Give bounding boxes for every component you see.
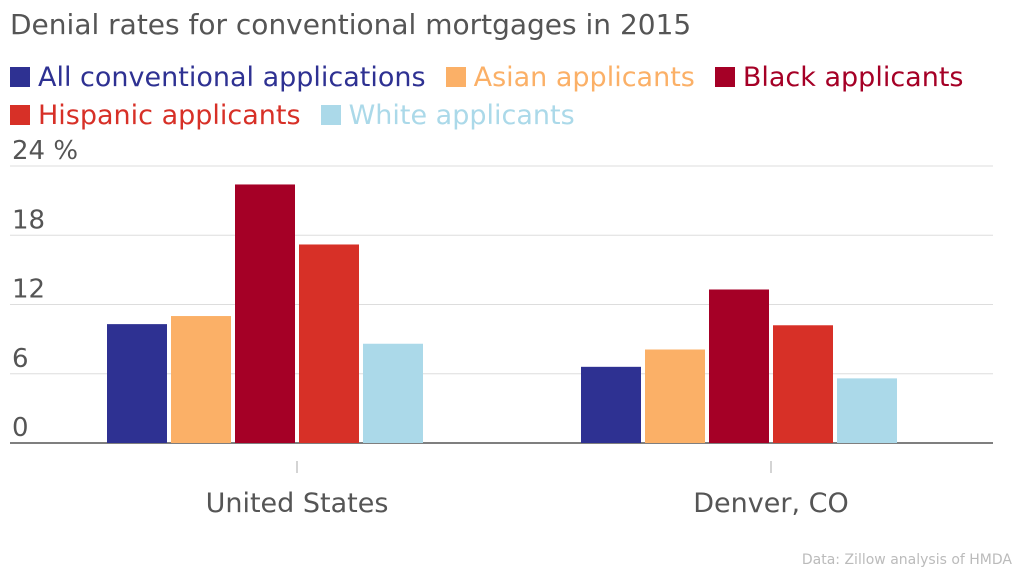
legend: All conventional applications Asian appl… <box>10 58 1010 134</box>
bar-0-3 <box>299 244 359 443</box>
y-tick-label: 0 <box>12 413 29 443</box>
legend-row-1: All conventional applications Asian appl… <box>10 58 1010 96</box>
chart-title: Denial rates for conventional mortgages … <box>10 8 692 41</box>
legend-swatch-all-conventional <box>10 67 30 87</box>
legend-swatch-black <box>714 67 735 87</box>
legend-row-2: Hispanic applicants White applicants <box>10 96 1010 134</box>
bar-0-1 <box>171 316 231 443</box>
bar-0-4 <box>363 343 423 443</box>
legend-swatch-white <box>320 105 341 125</box>
bar-1-0 <box>581 366 641 443</box>
y-tick-label: 24 % <box>12 136 78 166</box>
legend-label-all-conventional: All conventional applications <box>38 61 426 93</box>
x-tick-label: United States <box>206 488 389 519</box>
bar-1-2 <box>709 289 769 443</box>
legend-item-asian: Asian applicants <box>445 61 695 93</box>
legend-label-hispanic: Hispanic applicants <box>38 99 301 131</box>
legend-item-all-conventional: All conventional applications <box>10 62 426 93</box>
bar-0-0 <box>107 324 167 443</box>
y-tick-label: 12 <box>12 275 45 305</box>
y-tick-label: 18 <box>12 205 45 235</box>
legend-item-hispanic: Hispanic applicants <box>10 100 301 131</box>
bar-1-1 <box>645 349 705 443</box>
legend-item-black: Black applicants <box>714 61 964 93</box>
y-tick-label: 6 <box>12 344 29 374</box>
source-note: Data: Zillow analysis of HMDA <box>801 552 1012 568</box>
legend-swatch-hispanic <box>10 105 30 125</box>
x-tick-label: Denver, CO <box>693 488 848 519</box>
bar-1-4 <box>837 378 897 443</box>
legend-label-white: White applicants <box>348 99 575 131</box>
bar-0-2 <box>235 184 295 443</box>
bar-1-3 <box>773 325 833 443</box>
legend-item-white: White applicants <box>320 99 575 131</box>
legend-swatch-asian <box>445 67 466 87</box>
legend-label-asian: Asian applicants <box>473 61 695 93</box>
legend-label-black: Black applicants <box>742 61 964 93</box>
